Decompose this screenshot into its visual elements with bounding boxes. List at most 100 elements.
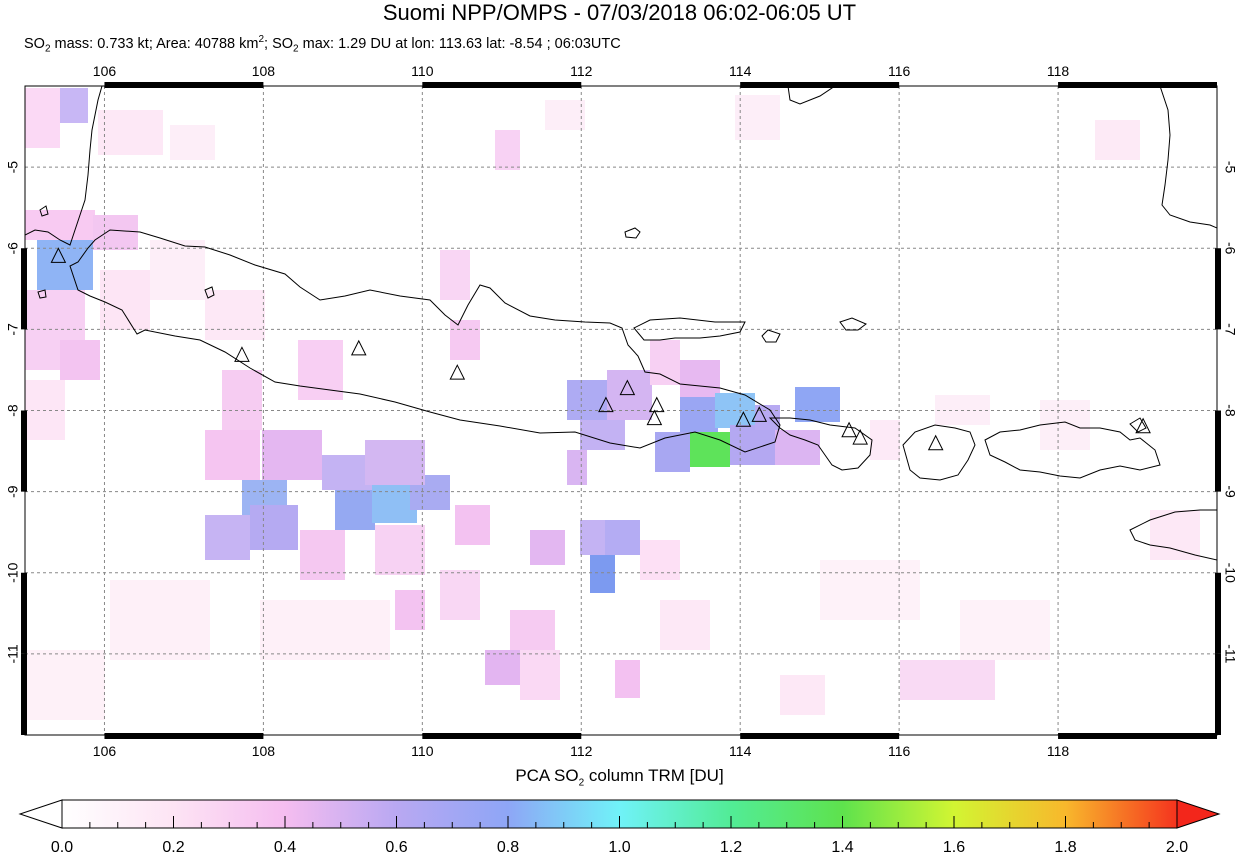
so2-pixel — [545, 100, 585, 130]
so2-pixel — [170, 125, 215, 160]
so2-pixel — [25, 88, 60, 148]
frame-bar-top — [1058, 82, 1217, 88]
volcano-icon — [1135, 417, 1151, 434]
volcano-icon — [852, 428, 869, 445]
lat-label-left: -7 — [5, 323, 21, 336]
lon-label-top: 112 — [570, 63, 593, 79]
frame-bar-top — [422, 82, 582, 88]
so2-pixel — [795, 387, 840, 422]
so2-pixel — [775, 430, 820, 465]
lat-label-left: -8 — [5, 404, 21, 417]
frame-bar-top — [740, 82, 900, 88]
colorbar-label: 1.2 — [720, 839, 742, 855]
lon-label-top: 116 — [888, 63, 911, 79]
volcano-icon — [50, 247, 67, 263]
so2-pixel — [365, 440, 425, 485]
so2-pixel — [395, 590, 425, 630]
lat-label-left: -9 — [5, 485, 21, 498]
so2-pixel — [567, 380, 607, 420]
map-subtitle: SO2 mass: 0.733 kt; Area: 40788 km2; SO2… — [24, 34, 621, 55]
so2-pixel — [25, 210, 95, 240]
frame-ticks — [21, 82, 1221, 739]
lon-label-top: 110 — [411, 63, 434, 79]
so2-pixel — [1150, 510, 1200, 560]
volcano-icon — [449, 364, 466, 380]
so2-pixel — [25, 650, 105, 720]
frame-bar-left — [21, 653, 27, 735]
so2-pixel — [98, 110, 163, 155]
so2-pixel — [655, 432, 690, 472]
lat-label-right: -6 — [1222, 242, 1238, 255]
lon-label-bottom: 106 — [93, 743, 117, 759]
lat-label-left: -10 — [5, 562, 21, 582]
so2-pixel — [262, 430, 322, 480]
so2-pixel — [900, 660, 995, 700]
so2-pixel — [735, 95, 780, 140]
so2-pixel — [580, 520, 605, 555]
lat-label-left: -5 — [5, 161, 21, 174]
volcano-icon — [646, 409, 663, 426]
lat-label-right: -11 — [1222, 644, 1238, 663]
volcano-icon — [234, 346, 250, 362]
so2-pixel — [680, 360, 720, 400]
so2-pixel — [485, 650, 520, 685]
so2-pixel — [870, 420, 900, 460]
so2-pixel — [205, 290, 265, 340]
lat-label-right: -5 — [1222, 161, 1238, 174]
so2-pixel — [222, 370, 262, 430]
lat-label-right: -9 — [1222, 485, 1238, 498]
volcano-icon — [841, 421, 857, 438]
so2-pixel — [960, 600, 1050, 660]
frame-bar-right — [1215, 653, 1221, 735]
so2-pixel — [1095, 120, 1140, 160]
so2-pixel — [567, 450, 587, 485]
colorbar-label: 1.8 — [1054, 839, 1076, 855]
so2-pixel — [450, 320, 480, 360]
frame-bar-top — [104, 82, 264, 88]
so2-pixel — [660, 600, 710, 650]
map-title: Suomi NPP/OMPS - 07/03/2018 06:02-06:05 … — [382, 0, 857, 25]
colorbar-label: 0.2 — [162, 839, 184, 855]
colorbar-label: 1.4 — [831, 839, 853, 855]
frame-bar-right — [1215, 248, 1221, 330]
so2-pixel — [300, 530, 345, 580]
colorbar-label: 0.8 — [497, 839, 519, 855]
frame-bar-bottom — [1058, 733, 1217, 739]
volcano-markers — [50, 247, 1151, 451]
frame-bar-left — [21, 410, 27, 492]
lon-label-top: 118 — [1047, 63, 1070, 79]
lat-label-left: -6 — [5, 242, 21, 255]
so2-pixel — [640, 540, 680, 580]
so2-pixel — [110, 580, 210, 660]
lon-label-bottom: 110 — [411, 743, 434, 759]
colorbar-over-arrow — [1176, 799, 1221, 829]
so2-pixel — [650, 340, 680, 385]
so2-pixel — [440, 250, 470, 300]
frame-bar-bottom — [740, 733, 900, 739]
volcano-icon — [751, 406, 768, 422]
lon-label-bottom: 118 — [1047, 743, 1070, 759]
so2-pixel — [440, 570, 480, 620]
lon-label-top: 108 — [252, 63, 276, 79]
so2-pixel — [530, 530, 565, 565]
so2-pixel — [510, 610, 555, 650]
so2-pixel — [495, 130, 520, 170]
axis-labels: 106 106 108 108 110 110 112 112 114 114 116 116 118 1… — [5, 63, 1239, 759]
so2-pixel — [322, 455, 372, 490]
colorbar-label: 0.4 — [274, 839, 296, 855]
so2-pixel — [375, 525, 425, 575]
so2-pixel-layer — [25, 88, 1200, 720]
so2-pixel-max — [690, 432, 730, 467]
colorbar-label: 1.0 — [608, 839, 630, 855]
so2-pixel — [93, 215, 138, 250]
colorbar-label: 0.6 — [385, 839, 407, 855]
so2-pixel — [520, 650, 560, 700]
so2-pixel — [298, 340, 343, 400]
so2-pixel — [730, 425, 775, 465]
so2-pixel — [780, 675, 825, 715]
so2-pixel — [335, 490, 375, 530]
lon-label-bottom: 108 — [252, 743, 276, 759]
so2-pixel — [150, 240, 205, 300]
frame-bar-bottom — [104, 733, 264, 739]
